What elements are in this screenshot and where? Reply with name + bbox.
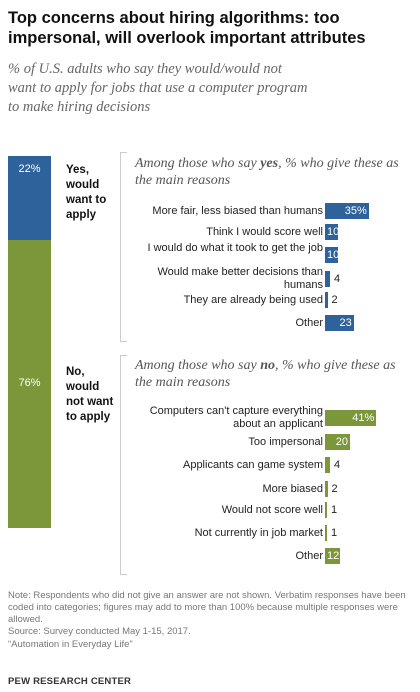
yes-category-label: Would make better decisions than humans	[157, 266, 324, 291]
no-bar-value: 41%	[352, 411, 375, 424]
yes-side-label: Yes, would want to apply	[66, 164, 107, 221]
no-bar-value: 12	[327, 549, 340, 562]
no-heading-emph: no	[260, 358, 276, 373]
yes-category-label: More fair, less biased than humans	[152, 204, 323, 217]
yes-bar	[325, 247, 338, 263]
yes-bracket	[120, 152, 127, 342]
no-category-label: More biased	[262, 482, 323, 495]
stack-label-no: 76%	[18, 377, 41, 389]
yes-category-label: Think I would score well	[206, 225, 323, 238]
no-bar-value: 1	[331, 526, 338, 539]
yes-category-label: I would do what it took to get the job	[147, 242, 323, 254]
no-bar	[325, 525, 327, 541]
yes-bar	[325, 315, 354, 331]
yes-bar	[325, 271, 330, 287]
no-side-label: No, would not want to apply	[66, 366, 114, 423]
yes-heading-emph: yes	[260, 156, 279, 171]
no-bar	[325, 481, 328, 497]
no-heading-suffix: , % who give these as the main reasons	[135, 358, 396, 390]
yes-bar-value: 2	[331, 293, 338, 306]
no-category-label: Other	[295, 549, 323, 562]
no-bar	[325, 434, 350, 450]
no-category-label: Would not score well	[221, 503, 323, 516]
yes-category-label: Other	[295, 316, 323, 329]
chart-title: Top concerns about hiring algorithms: to…	[8, 9, 366, 47]
no-category-label: Applicants can game system	[182, 458, 323, 471]
yes-heading-prefix: Among those who say	[135, 156, 261, 171]
note: Note: Respondents who did not give an an…	[8, 590, 406, 625]
yes-bar	[325, 292, 328, 308]
report-title: “Automation in Everyday Life”	[8, 639, 133, 650]
no-bar-value: 4	[334, 458, 341, 471]
stack-segment-yes: 22%	[8, 156, 51, 240]
no-category-label: Not currently in job market	[194, 526, 323, 539]
no-bar-value: 1	[331, 503, 338, 516]
yes-bar-value: 4	[334, 272, 341, 285]
yes-panel-heading: Among those who say yes, % who give thes…	[135, 155, 415, 189]
yes-bar-value: 10	[327, 225, 340, 238]
no-category-label: Computers can't capture everything about…	[149, 405, 323, 430]
no-bar-value: 2	[331, 482, 338, 495]
no-panel-heading: Among those who say no, % who give these…	[135, 357, 415, 391]
stack-label-yes: 22%	[18, 163, 41, 175]
yes-category-label: They are already being used	[183, 293, 323, 306]
no-heading-prefix: Among those who say	[135, 358, 261, 373]
source: Source: Survey conducted May 1-15, 2017.	[8, 626, 191, 637]
yes-bar	[325, 224, 338, 240]
no-bar	[325, 457, 330, 473]
yes-heading-suffix: , % who give these as the main reasons	[135, 156, 399, 188]
no-bracket	[120, 355, 127, 575]
no-bar	[325, 410, 377, 426]
yes-bar-value: 10	[327, 248, 340, 261]
yes-bar	[325, 203, 369, 219]
no-category-label: Too impersonal	[248, 435, 323, 448]
yes-bar-value: 23	[339, 316, 352, 329]
stack-segment-no: 76%	[8, 240, 51, 528]
chart-subtitle: % of U.S. adults who say they would/woul…	[8, 61, 308, 115]
no-bar	[325, 548, 340, 564]
yes-bar-value: 35%	[344, 204, 367, 217]
brand-logo-text: PEW RESEARCH CENTER	[8, 676, 132, 687]
no-bar-value: 20	[335, 435, 348, 448]
no-bar	[325, 502, 327, 518]
